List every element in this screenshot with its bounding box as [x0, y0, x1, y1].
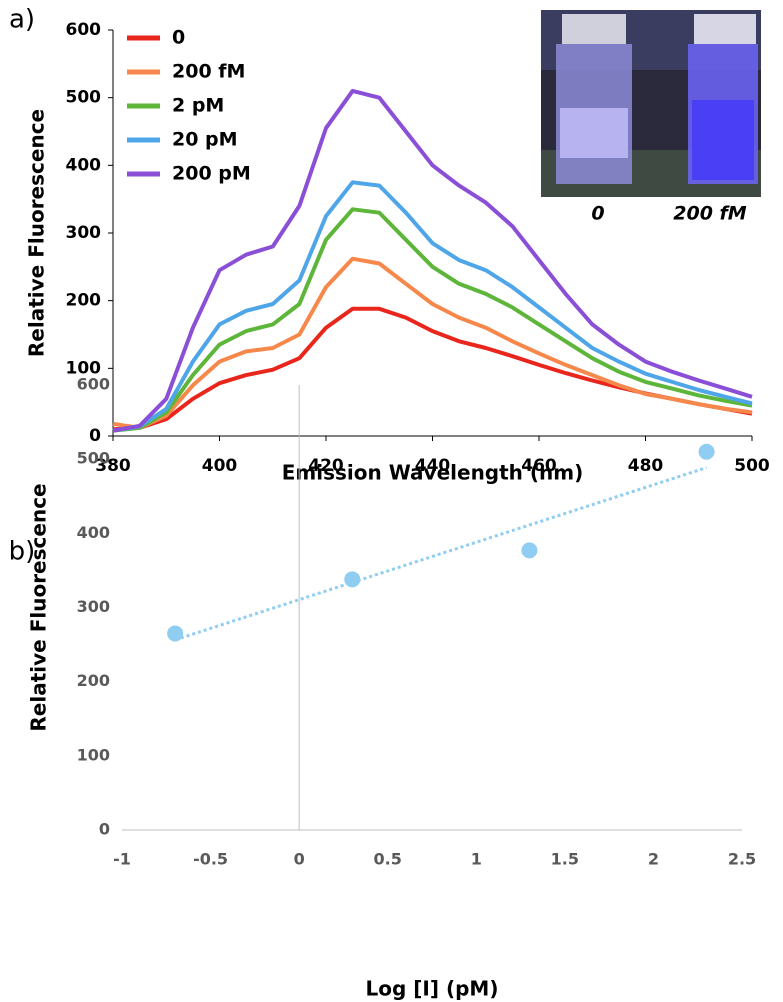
series-line	[112, 88, 753, 433]
y-tick-label: 400	[66, 155, 102, 175]
y-tick-label: 300	[66, 223, 102, 243]
point	[521, 542, 538, 559]
y-axis-title: Relative Fluorescence	[27, 483, 51, 731]
x-tick-label: -1	[113, 850, 131, 869]
panel-label: a)	[9, 5, 35, 35]
inset-photo	[541, 10, 761, 197]
series-line	[112, 256, 753, 430]
legend-label: 200 fM	[172, 61, 245, 83]
x-tick-label: 2	[648, 850, 659, 869]
x-tick-label: 0	[294, 850, 305, 869]
legend-label: 0	[172, 27, 185, 49]
y-tick-label: 100	[77, 745, 110, 764]
x-tick-label: 0.5	[374, 850, 402, 869]
x-tick-label: 500	[734, 456, 770, 476]
x-tick-label: 1.5	[551, 850, 579, 869]
y-tick-label: 500	[66, 88, 102, 108]
point	[167, 625, 184, 642]
series-line	[112, 180, 753, 433]
x-tick-label: 460	[521, 456, 557, 476]
y-tick-label: 500	[77, 449, 110, 468]
x-tick-label: 440	[415, 456, 451, 476]
y-tick-label: 200	[77, 671, 110, 690]
inset-label: 0	[591, 203, 604, 225]
legend-label: 200 pM	[172, 163, 251, 185]
y-tick-label: 600	[66, 20, 102, 40]
point	[698, 443, 715, 460]
panel-label: b)	[9, 537, 36, 567]
y-tick-label: 100	[66, 358, 102, 378]
x-tick-label: 1	[471, 850, 482, 869]
y-tick-label: 0	[99, 820, 110, 839]
x-axis-title: Emission Wavelength (nm)	[282, 461, 584, 485]
x-tick-label: 420	[308, 456, 344, 476]
y-tick-label: 300	[77, 597, 110, 616]
legend-label: 20 pM	[172, 129, 238, 151]
y-tick-label: 0	[89, 426, 101, 446]
x-tick-label: 400	[202, 456, 238, 476]
x-tick-label: -0.5	[193, 850, 228, 869]
point	[344, 571, 361, 588]
trendline	[174, 466, 708, 642]
x-tick-label: 480	[628, 456, 664, 476]
x-tick-label: 380	[95, 456, 131, 476]
x-axis-title: Log [I] (pM)	[366, 977, 499, 1001]
y-axis-title: Relative Fluorescence	[25, 109, 49, 357]
series-line	[112, 207, 753, 433]
y-tick-label: 200	[66, 291, 102, 311]
y-tick-label: 400	[77, 523, 110, 542]
legend-label: 2 pM	[172, 95, 224, 117]
inset-label: 200 fM	[673, 203, 747, 225]
x-tick-label: 2.5	[728, 850, 756, 869]
y-tick-label: 600	[77, 375, 110, 394]
